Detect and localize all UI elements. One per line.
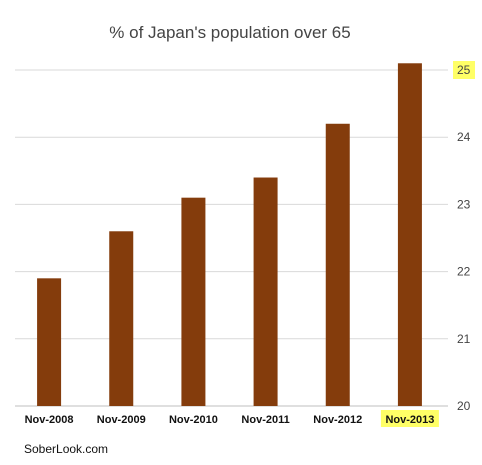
bar (109, 231, 134, 406)
xtick-label: Nov-2010 (169, 414, 218, 426)
ytick-label: 20 (457, 399, 471, 413)
xtick-label: Nov-2009 (97, 414, 146, 426)
xtick-label: Nov-2012 (313, 414, 362, 426)
ytick-label: 23 (457, 197, 471, 211)
xtick-label: Nov-2008 (25, 414, 74, 426)
bar (181, 197, 206, 406)
x-axis: Nov-2008 Nov-2009 Nov-2010 Nov-2011 Nov-2012… (25, 410, 439, 427)
bar (397, 63, 422, 406)
bar (253, 177, 278, 406)
xtick-highlight (380, 410, 439, 427)
gridlines (15, 69, 448, 407)
source-label: SoberLook.com (24, 442, 108, 456)
ytick-label: 22 (457, 265, 471, 279)
bar (325, 123, 350, 406)
bar (37, 278, 62, 406)
bars (37, 63, 422, 406)
ytick-label: 21 (457, 332, 471, 346)
y-axis: 20 21 22 23 24 25 (453, 61, 475, 413)
xtick-label: Nov-2011 (241, 414, 289, 426)
xtick-label: Nov-2013 (385, 414, 434, 426)
ytick-label: 24 (457, 130, 471, 144)
chart-title: % of Japan's population over 65 (109, 23, 350, 42)
ytick-label: 25 (457, 63, 471, 77)
ytick-highlight (453, 61, 475, 79)
